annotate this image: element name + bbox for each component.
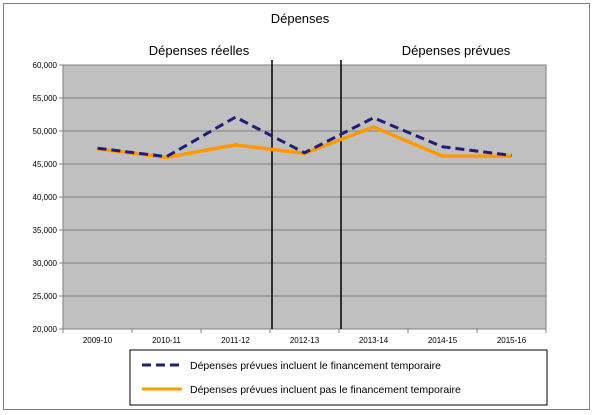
y-tick-label: 55,000 bbox=[33, 94, 58, 103]
x-tick-label: 2014-15 bbox=[428, 336, 458, 345]
y-tick-label: 35,000 bbox=[33, 226, 58, 235]
legend-label-planned-without-temp: Dépenses prévues incluent pas le finance… bbox=[190, 384, 461, 396]
y-tick-label: 50,000 bbox=[33, 127, 58, 136]
legend-box bbox=[129, 349, 548, 406]
y-tick-label: 25,000 bbox=[33, 292, 58, 301]
x-tick-label: 2013-14 bbox=[359, 336, 389, 345]
x-tick-label: 2015-16 bbox=[497, 336, 527, 345]
series-layer bbox=[97, 115, 512, 160]
gridlines bbox=[63, 97, 546, 297]
x-axis-ticks: 2009-10 2010-11 2011-12 2012-13 2013-14 2014-… bbox=[62, 329, 547, 345]
annotation-planned: Dépenses prévues bbox=[402, 43, 511, 58]
x-tick-label: 2011-12 bbox=[221, 336, 250, 345]
y-tick-label: 60,000 bbox=[33, 61, 58, 70]
y-tick-label: 30,000 bbox=[33, 259, 58, 268]
x-tick-label: 2010-11 bbox=[152, 336, 181, 345]
y-tick-label: 45,000 bbox=[33, 160, 58, 169]
chart-title: Dépenses bbox=[271, 11, 330, 26]
annotation-actual: Dépenses réelles bbox=[149, 43, 250, 58]
y-tick-label: 20,000 bbox=[33, 325, 58, 334]
y-tick-label: 40,000 bbox=[33, 193, 58, 202]
series-line-0 bbox=[97, 115, 512, 159]
y-axis-ticks: 20,000 25,000 30,000 35,000 40,000 45,000 50,0… bbox=[33, 61, 63, 334]
legend-label-planned-with-temp: Dépenses prévues incluent le financement… bbox=[190, 360, 441, 372]
x-tick-label: 2012-13 bbox=[290, 336, 320, 345]
x-tick-label: 2009-10 bbox=[83, 336, 113, 345]
